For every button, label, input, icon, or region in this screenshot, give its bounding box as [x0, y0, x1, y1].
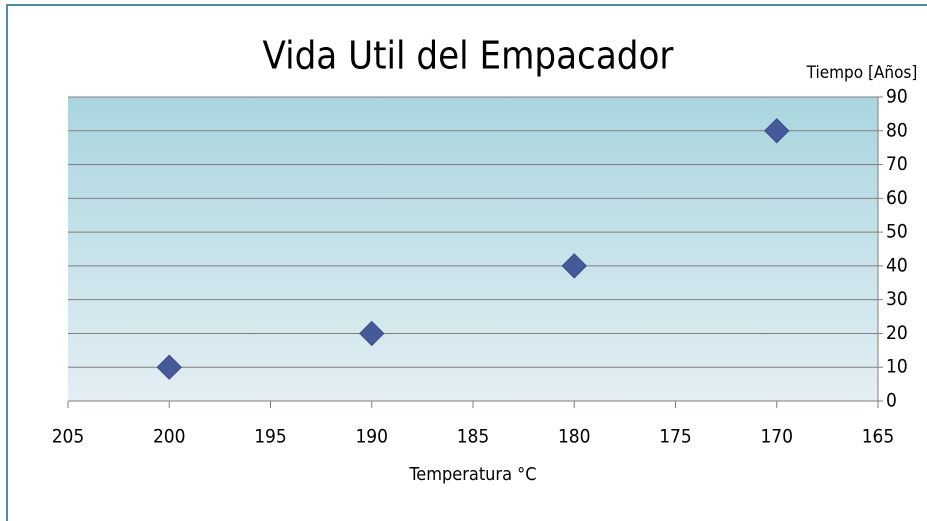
- y-tick-label: 80: [886, 119, 908, 141]
- y-tick-label: 0: [886, 390, 897, 412]
- x-tick-label: 175: [659, 426, 692, 448]
- y-tick-label: 10: [886, 356, 908, 378]
- x-tick-label: 170: [760, 426, 793, 448]
- x-tick-label: 165: [862, 426, 895, 448]
- chart-title: Vida Util del Empacador: [263, 34, 675, 78]
- y-tick-label: 30: [886, 288, 908, 310]
- y-tick-label: 20: [886, 322, 908, 344]
- y-tick-label: 60: [886, 187, 908, 209]
- x-tick-label: 190: [355, 426, 388, 448]
- data-point: [561, 253, 587, 279]
- data-point: [764, 118, 790, 144]
- x-tick-label: 185: [457, 426, 490, 448]
- data-point: [359, 320, 385, 347]
- y-tick-label: 70: [886, 153, 908, 175]
- x-tick-label: 180: [558, 426, 591, 448]
- data-point: [156, 354, 182, 380]
- y-tick-label: 50: [886, 221, 908, 243]
- x-tick-label: 200: [153, 426, 186, 448]
- y-axis-label: Tiempo [Años]: [806, 63, 918, 83]
- x-axis-label: Temperatura °C: [408, 464, 536, 485]
- x-tick-label: 195: [254, 426, 287, 448]
- y-tick-label: 40: [886, 254, 908, 276]
- plot-area: [68, 97, 878, 401]
- y-tick-label: 90: [886, 86, 908, 108]
- x-tick-label: 205: [52, 426, 85, 448]
